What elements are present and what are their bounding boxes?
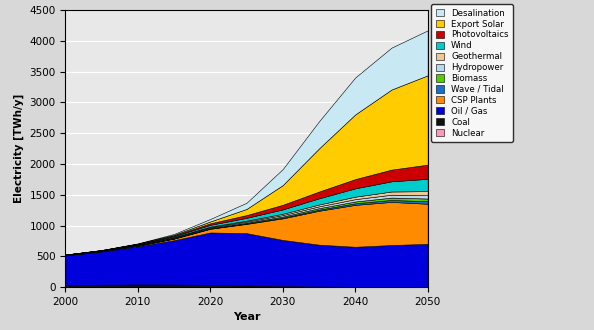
Legend: Desalination, Export Solar, Photovoltaics, Wind, Geothermal, Hydropower, Biomass: Desalination, Export Solar, Photovoltaic… <box>431 4 513 142</box>
Y-axis label: Electricity [TWh/y]: Electricity [TWh/y] <box>14 94 24 203</box>
X-axis label: Year: Year <box>233 313 260 322</box>
